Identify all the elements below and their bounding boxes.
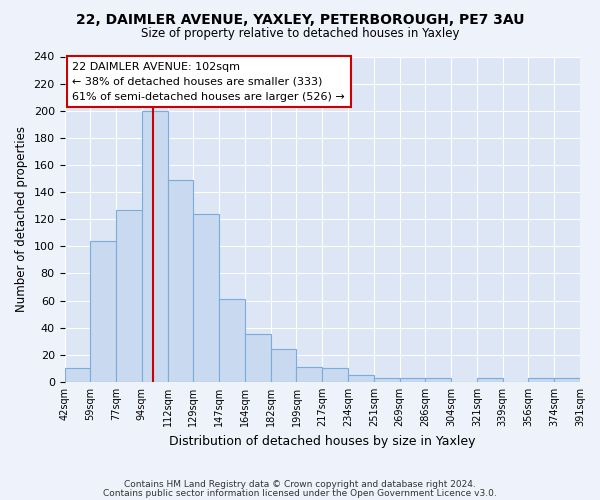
Bar [116, 210, 142, 382]
X-axis label: Distribution of detached houses by size in Yaxley: Distribution of detached houses by size … [169, 434, 476, 448]
Bar [193, 214, 219, 382]
Bar [322, 368, 348, 382]
Text: Contains HM Land Registry data © Crown copyright and database right 2024.: Contains HM Land Registry data © Crown c… [124, 480, 476, 489]
Bar [348, 375, 374, 382]
Text: Contains public sector information licensed under the Open Government Licence v3: Contains public sector information licen… [103, 488, 497, 498]
Bar [400, 378, 425, 382]
Bar [554, 378, 580, 382]
Bar [296, 367, 322, 382]
Bar [271, 350, 296, 382]
Bar [425, 378, 451, 382]
Y-axis label: Number of detached properties: Number of detached properties [15, 126, 28, 312]
Bar [477, 378, 503, 382]
Bar [142, 110, 167, 382]
Bar [219, 299, 245, 382]
Bar [374, 378, 400, 382]
Bar [167, 180, 193, 382]
Text: 22 DAIMLER AVENUE: 102sqm
← 38% of detached houses are smaller (333)
61% of semi: 22 DAIMLER AVENUE: 102sqm ← 38% of detac… [72, 62, 345, 102]
Text: Size of property relative to detached houses in Yaxley: Size of property relative to detached ho… [141, 28, 459, 40]
Text: 22, DAIMLER AVENUE, YAXLEY, PETERBOROUGH, PE7 3AU: 22, DAIMLER AVENUE, YAXLEY, PETERBOROUGH… [76, 12, 524, 26]
Bar [91, 241, 116, 382]
Bar [529, 378, 554, 382]
Bar [65, 368, 91, 382]
Bar [245, 334, 271, 382]
